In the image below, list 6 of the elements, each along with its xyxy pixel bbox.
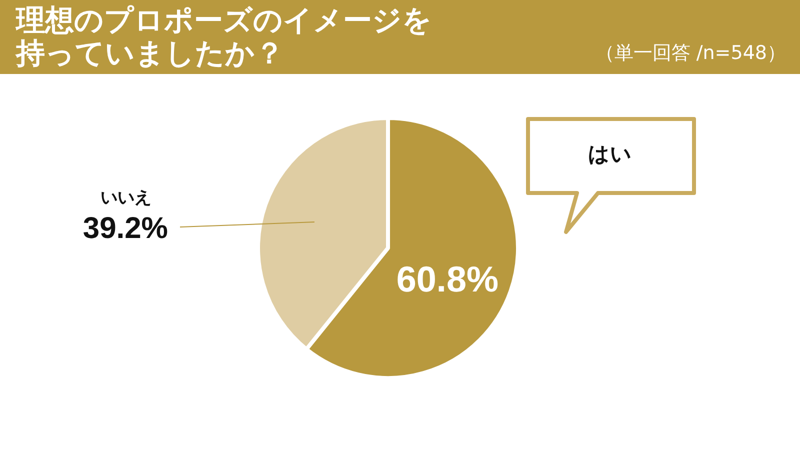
data-label: 60.8% — [396, 258, 498, 300]
slice-label: はい — [587, 141, 633, 168]
chart-title: 理想のプロポーズのイメージを持っていましたか？ — [16, 3, 433, 70]
data-label: 39.2% — [82, 212, 168, 245]
text: （単一回答 /n=548） — [595, 41, 786, 66]
slice-label: いいえ — [100, 188, 152, 208]
